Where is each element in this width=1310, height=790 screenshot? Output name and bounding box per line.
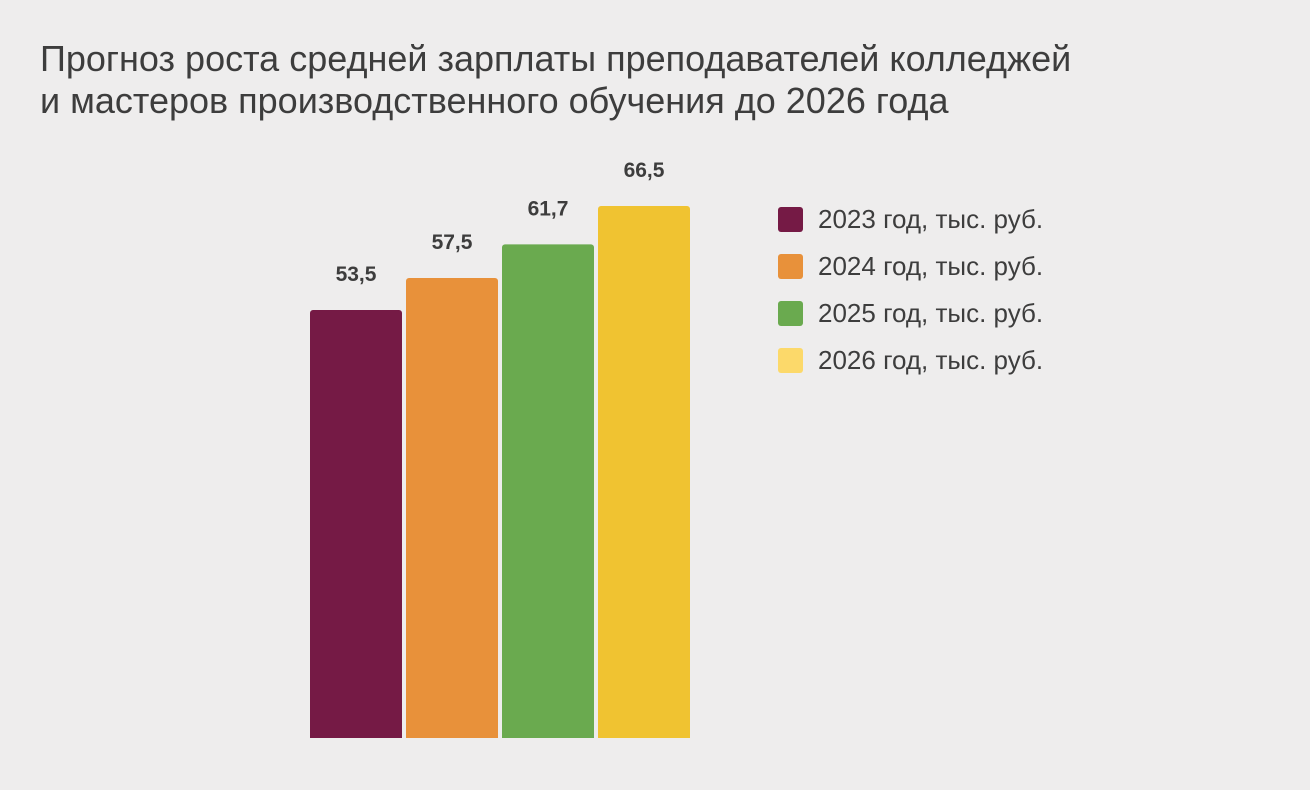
bar-2-base (406, 734, 498, 738)
chart-legend: 2023 год, тыс. руб. 2024 год, тыс. руб. 20… (778, 196, 1043, 384)
legend-item-1: 2023 год, тыс. руб. (778, 196, 1043, 243)
bar-3-base (502, 734, 594, 738)
bar-1 (310, 310, 402, 738)
legend-item-3: 2025 год, тыс. руб. (778, 290, 1043, 337)
bar-value-label-1: 53,5 (336, 263, 377, 286)
legend-swatch (778, 348, 803, 373)
legend-swatch (778, 207, 803, 232)
chart-title-line-1: Прогноз роста средней зарплаты преподава… (40, 38, 1072, 79)
bar-value-label-2: 57,5 (432, 231, 473, 254)
bar-2 (406, 278, 498, 738)
legend-label: 2026 год, тыс. руб. (818, 345, 1044, 375)
chart-title: Прогноз роста средней зарплаты преподава… (40, 38, 1260, 122)
legend-swatch (778, 301, 803, 326)
legend-item-4: 2026 год, тыс. руб. (778, 337, 1043, 384)
legend-label: 2023 год, тыс. руб. (818, 204, 1044, 234)
chart-title-line-2: и мастеров производственного обучения до… (40, 80, 949, 121)
bar-1-base (310, 734, 402, 738)
bar-4 (598, 206, 690, 738)
legend-label: 2025 год, тыс. руб. (818, 298, 1044, 328)
bar-value-label-4: 66,5 (624, 159, 665, 182)
bar-3 (502, 244, 594, 738)
legend-label: 2024 год, тыс. руб. (818, 251, 1044, 281)
bar-4-base (598, 734, 690, 738)
legend-swatch (778, 254, 803, 279)
bar-value-label-3: 61,7 (528, 197, 569, 220)
bars-group: 53,5 57,5 61,7 66,5 (310, 159, 690, 738)
legend-item-2: 2024 год, тыс. руб. (778, 243, 1043, 290)
